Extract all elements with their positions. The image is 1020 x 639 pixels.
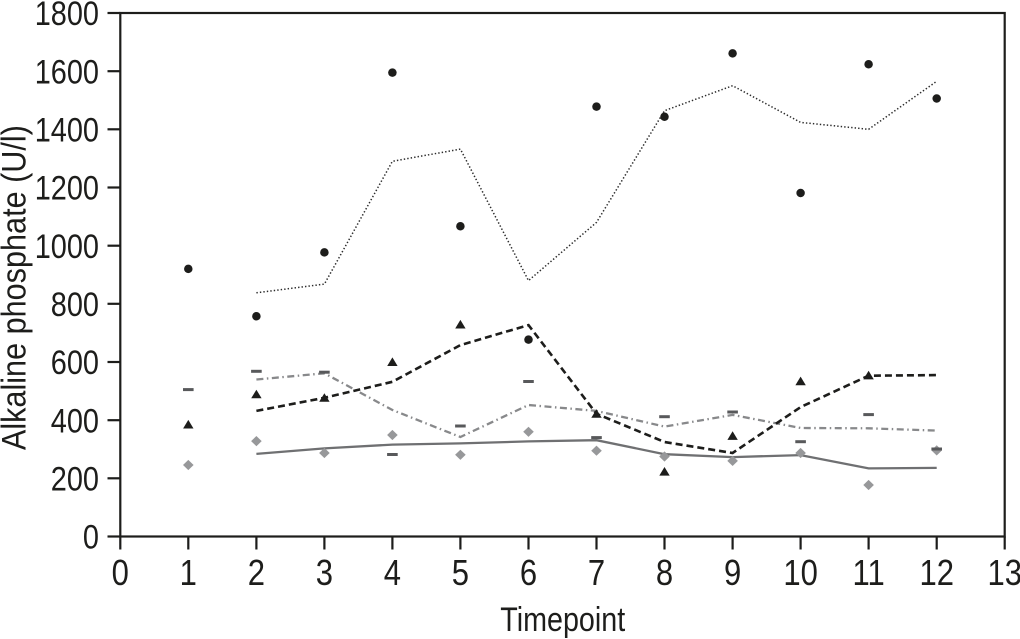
svg-text:2: 2 [248, 553, 265, 594]
svg-text:1: 1 [180, 553, 197, 594]
svg-text:1200: 1200 [35, 168, 99, 207]
svg-text:800: 800 [51, 285, 99, 324]
svg-text:1000: 1000 [35, 227, 99, 266]
svg-text:7: 7 [588, 553, 605, 594]
svg-text:4: 4 [384, 553, 401, 594]
svg-text:9: 9 [724, 553, 741, 594]
svg-text:Timepoint: Timepoint [500, 600, 625, 639]
svg-text:200: 200 [51, 459, 99, 498]
svg-text:11: 11 [852, 553, 884, 594]
svg-text:0: 0 [83, 517, 99, 556]
svg-text:5: 5 [452, 553, 469, 594]
svg-text:Alkaline phosphate (U/l): Alkaline phosphate (U/l) [0, 125, 34, 450]
svg-text:6: 6 [520, 553, 537, 594]
svg-text:400: 400 [51, 401, 99, 440]
svg-text:0: 0 [112, 553, 129, 594]
svg-text:10: 10 [783, 553, 818, 594]
svg-text:1600: 1600 [35, 52, 99, 91]
svg-text:8: 8 [656, 553, 673, 594]
svg-text:1400: 1400 [35, 110, 99, 149]
svg-text:13: 13 [987, 553, 1020, 594]
svg-text:3: 3 [316, 553, 333, 594]
svg-text:600: 600 [51, 343, 99, 382]
svg-text:1800: 1800 [35, 0, 99, 33]
svg-text:12: 12 [919, 553, 954, 594]
